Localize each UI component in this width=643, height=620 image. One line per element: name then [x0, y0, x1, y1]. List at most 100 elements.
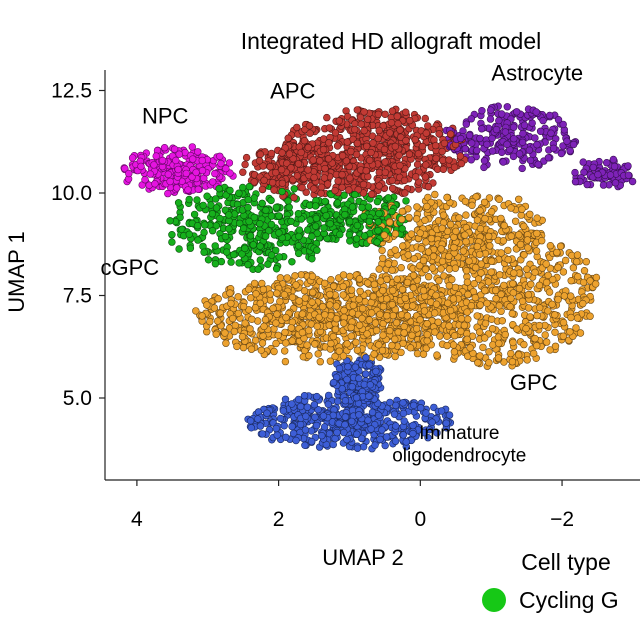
- point-cgpc: [308, 232, 316, 241]
- point-gpc: [463, 335, 471, 343]
- point-gpc: [423, 202, 431, 211]
- point-astrocyte: [503, 103, 511, 111]
- point-npc: [216, 152, 224, 161]
- point-immature-oligodendrocyte: [320, 423, 329, 431]
- point-gpc: [476, 225, 485, 233]
- point-cgpc: [295, 226, 304, 234]
- point-cgpc: [388, 207, 396, 216]
- point-cgpc: [256, 242, 264, 250]
- point-gpc: [513, 325, 521, 333]
- point-immature-oligodendrocyte: [409, 421, 417, 430]
- point-gpc: [419, 256, 428, 265]
- point-gpc: [347, 323, 355, 332]
- point-gpc: [407, 230, 416, 238]
- point-gpc: [431, 309, 439, 317]
- point-gpc: [332, 302, 340, 310]
- point-gpc: [524, 304, 533, 312]
- point-gpc: [400, 322, 408, 331]
- point-gpc: [516, 240, 525, 249]
- point-cgpc: [176, 213, 184, 222]
- point-gpc: [457, 315, 466, 323]
- point-gpc: [424, 248, 433, 256]
- point-gpc: [450, 332, 459, 340]
- point-gpc: [462, 211, 470, 219]
- point-cgpc: [285, 203, 293, 212]
- point-apc: [395, 151, 403, 160]
- point-npc: [164, 189, 172, 198]
- point-gpc: [463, 278, 472, 286]
- point-gpc: [485, 232, 493, 241]
- point-apc: [270, 186, 278, 194]
- point-gpc: [282, 313, 290, 322]
- point-gpc: [523, 236, 532, 244]
- point-gpc: [481, 319, 490, 328]
- point-cgpc: [212, 195, 220, 203]
- point-gpc: [379, 286, 387, 295]
- point-cgpc: [264, 260, 272, 268]
- point-apc: [325, 124, 334, 132]
- point-gpc: [445, 322, 453, 330]
- point-apc: [357, 120, 365, 128]
- point-astrocyte: [512, 108, 521, 116]
- point-gpc: [386, 327, 394, 335]
- point-gpc: [365, 316, 373, 324]
- point-gpc: [537, 237, 546, 245]
- point-astrocyte: [467, 156, 475, 164]
- point-astrocyte: [478, 106, 486, 115]
- point-gpc: [544, 271, 552, 279]
- point-gpc: [438, 224, 446, 233]
- point-gpc: [398, 285, 407, 294]
- point-npc: [194, 148, 202, 156]
- cluster-label-cgpc: cGPC: [100, 255, 159, 280]
- cluster-label-astrocyte: Astrocyte: [491, 60, 583, 85]
- point-gpc: [507, 204, 515, 212]
- point-cgpc: [267, 212, 276, 220]
- point-gpc: [272, 339, 280, 348]
- point-apc: [386, 129, 394, 137]
- point-gpc: [433, 351, 441, 359]
- point-astrocyte: [510, 135, 518, 143]
- point-gpc: [432, 300, 441, 308]
- point-immature-oligodendrocyte: [386, 398, 394, 407]
- point-cgpc: [175, 245, 183, 253]
- point-gpc: [438, 257, 447, 266]
- point-gpc: [313, 322, 321, 330]
- point-apc: [402, 136, 410, 145]
- point-astrocyte: [539, 116, 547, 125]
- point-gpc: [343, 340, 351, 348]
- point-gpc: [432, 291, 440, 300]
- point-gpc: [355, 275, 364, 283]
- point-gpc: [266, 290, 274, 298]
- point-cgpc: [346, 217, 354, 226]
- point-cgpc: [294, 242, 303, 250]
- point-npc: [209, 178, 217, 186]
- point-cgpc: [262, 206, 270, 214]
- point-astrocyte: [462, 120, 470, 128]
- point-apc: [450, 163, 459, 171]
- point-gpc: [450, 348, 459, 356]
- point-gpc: [531, 334, 539, 343]
- point-npc: [225, 159, 234, 167]
- point-immature-oligodendrocyte: [302, 412, 310, 420]
- point-gpc: [535, 304, 544, 312]
- point-gpc: [574, 272, 582, 281]
- point-gpc: [437, 265, 445, 273]
- point-astrocyte: [488, 134, 496, 143]
- point-cgpc: [295, 249, 303, 258]
- point-immature-oligodendrocyte: [399, 399, 407, 407]
- point-cgpc: [374, 227, 382, 235]
- point-gpc: [282, 339, 290, 347]
- point-gpc: [457, 327, 465, 335]
- point-cgpc: [294, 210, 303, 218]
- point-immature-oligodendrocyte: [362, 370, 370, 378]
- point-cgpc: [353, 221, 362, 230]
- point-gpc: [551, 342, 560, 350]
- point-immature-oligodendrocyte: [307, 437, 316, 446]
- point-cgpc: [351, 191, 359, 199]
- point-immature-oligodendrocyte: [296, 420, 305, 429]
- point-apc: [438, 147, 446, 156]
- point-cgpc: [262, 232, 270, 240]
- point-gpc: [234, 293, 242, 301]
- point-gpc: [339, 271, 348, 279]
- point-apc: [304, 166, 312, 174]
